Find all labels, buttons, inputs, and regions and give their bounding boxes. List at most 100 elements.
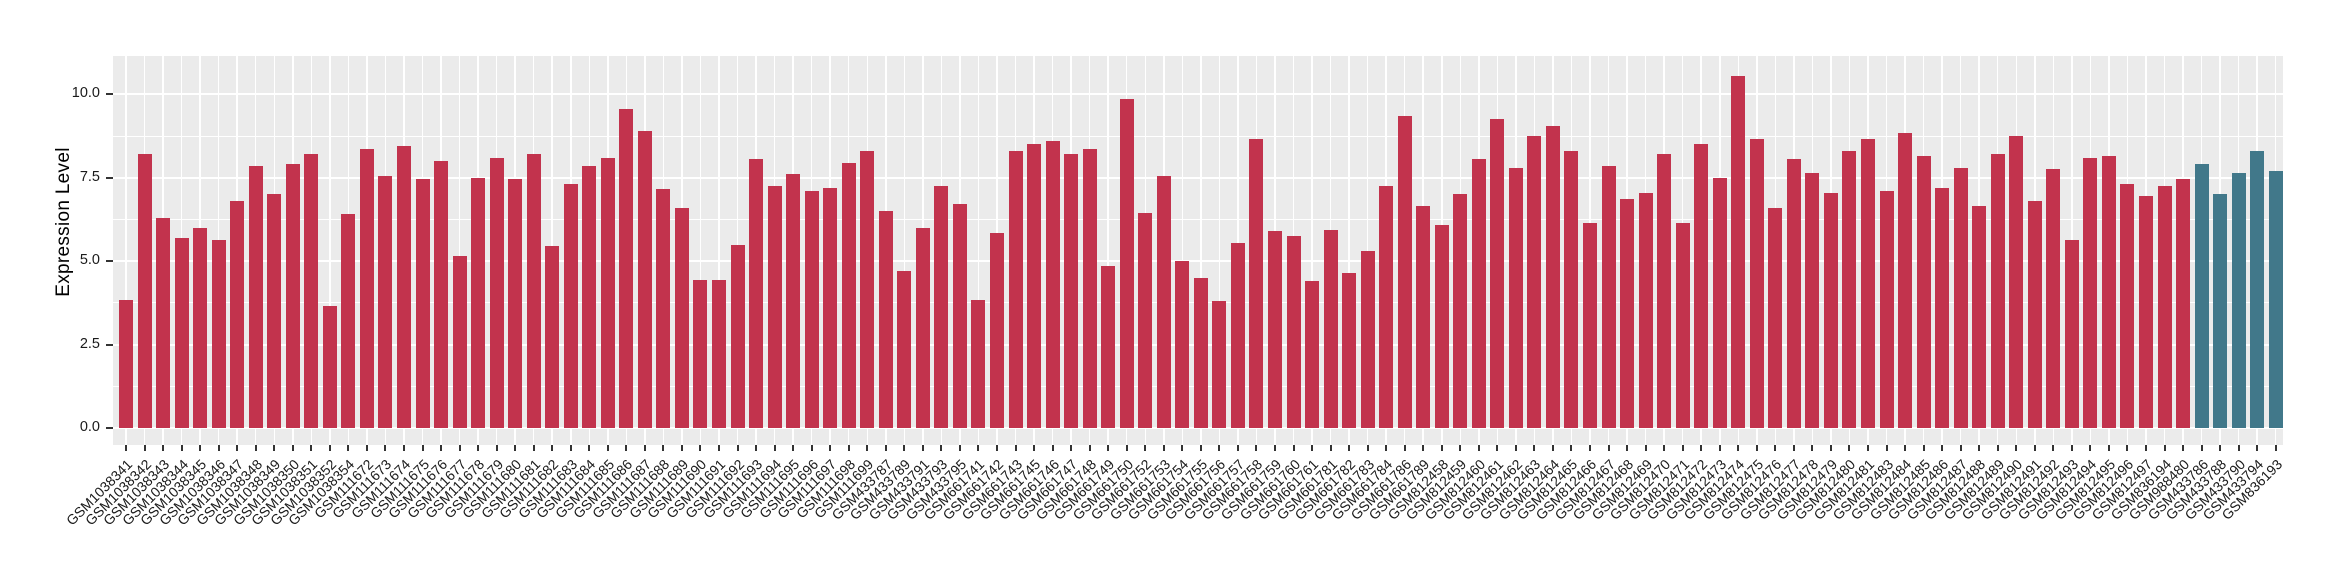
vertical-gridline — [699, 56, 702, 445]
x-tick-mark — [977, 445, 980, 451]
vertical-gridline — [125, 56, 127, 445]
bar — [1249, 139, 1264, 428]
bar — [322, 306, 337, 428]
x-tick-mark — [1496, 445, 1499, 451]
x-tick-mark — [477, 445, 480, 451]
x-tick-mark — [773, 445, 776, 451]
x-tick-mark — [1533, 445, 1536, 451]
bar — [971, 299, 986, 428]
x-tick-mark — [903, 445, 906, 451]
x-tick-mark — [551, 445, 554, 451]
bar — [489, 157, 504, 428]
x-tick-mark — [1514, 445, 1517, 451]
x-tick-mark — [884, 445, 887, 451]
bar — [1657, 154, 1672, 428]
x-tick-mark — [1162, 445, 1165, 451]
x-tick-mark — [2237, 445, 2240, 451]
x-tick-mark — [1848, 445, 1851, 451]
y-tick-label: 0.0 — [79, 419, 100, 435]
x-tick-mark — [1014, 445, 1017, 451]
bar — [1990, 154, 2005, 428]
x-tick-mark — [792, 445, 795, 451]
x-tick-mark — [2274, 445, 2277, 451]
x-tick-mark — [1959, 445, 1962, 451]
bar — [1545, 126, 1560, 428]
x-tick-mark — [1885, 445, 1888, 451]
x-tick-mark — [1422, 445, 1425, 451]
bar — [2064, 239, 2079, 428]
bar — [2213, 194, 2228, 428]
bar — [1156, 176, 1171, 428]
x-tick-mark — [2200, 445, 2203, 451]
bar — [860, 151, 875, 428]
bar — [841, 162, 856, 428]
bar — [1323, 229, 1338, 428]
y-tick-label: 2.5 — [79, 335, 100, 352]
x-tick-mark — [310, 445, 313, 451]
x-tick-mark — [532, 445, 535, 451]
bar — [619, 109, 634, 428]
bar — [2027, 201, 2042, 428]
x-tick-mark — [1311, 445, 1314, 451]
bar — [897, 271, 912, 428]
bar — [1101, 266, 1116, 428]
bar — [2083, 157, 2098, 428]
minor-gridline — [113, 219, 2283, 220]
x-tick-mark — [254, 445, 257, 451]
x-tick-mark — [1681, 445, 1684, 451]
x-tick-mark — [217, 445, 220, 451]
bar — [1212, 301, 1227, 428]
x-tick-mark — [1088, 445, 1091, 451]
bar — [1564, 151, 1579, 428]
bar — [915, 227, 930, 428]
bar — [2046, 169, 2061, 428]
bar — [1861, 139, 1875, 428]
x-tick-mark — [1644, 445, 1647, 451]
bar — [248, 166, 263, 428]
bar — [267, 194, 282, 428]
x-tick-mark — [1867, 445, 1869, 451]
bar — [786, 174, 801, 428]
bar — [934, 186, 949, 428]
x-tick-mark — [829, 445, 832, 451]
vertical-gridline — [1218, 56, 1221, 445]
vertical-gridline — [718, 56, 720, 445]
bar — [1360, 251, 1375, 428]
bar — [2009, 136, 2024, 428]
bar — [2157, 186, 2172, 428]
x-tick-mark — [606, 445, 609, 451]
x-tick-mark — [643, 445, 646, 451]
bar — [767, 186, 782, 428]
bar — [2194, 164, 2209, 428]
x-tick-mark — [588, 445, 591, 451]
y-tick-mark — [106, 427, 113, 429]
x-tick-mark — [625, 445, 628, 451]
x-tick-mark — [180, 445, 183, 451]
x-tick-mark — [662, 445, 665, 451]
bar — [1490, 119, 1505, 428]
bar — [693, 279, 708, 428]
x-tick-mark — [1273, 445, 1276, 451]
x-tick-mark — [1792, 445, 1795, 451]
x-tick-mark — [736, 445, 739, 451]
x-tick-mark — [291, 445, 294, 451]
bar — [1731, 76, 1746, 428]
y-tick-label: 5.0 — [79, 252, 100, 269]
bar — [656, 189, 671, 428]
x-tick-mark — [1144, 445, 1147, 451]
x-tick-mark — [1811, 445, 1814, 451]
bar — [712, 279, 727, 428]
minor-gridline — [113, 135, 2283, 137]
x-tick-mark — [2033, 445, 2036, 451]
x-tick-mark — [514, 445, 517, 451]
bar — [582, 166, 597, 428]
x-tick-mark — [1051, 445, 1054, 451]
bar — [1786, 159, 1801, 428]
x-tick-mark — [1755, 445, 1758, 451]
x-tick-mark — [1385, 445, 1388, 451]
x-tick-mark — [2182, 445, 2185, 451]
x-tick-mark — [1329, 445, 1332, 451]
x-tick-mark — [2144, 445, 2147, 451]
x-tick-mark — [2256, 445, 2259, 451]
